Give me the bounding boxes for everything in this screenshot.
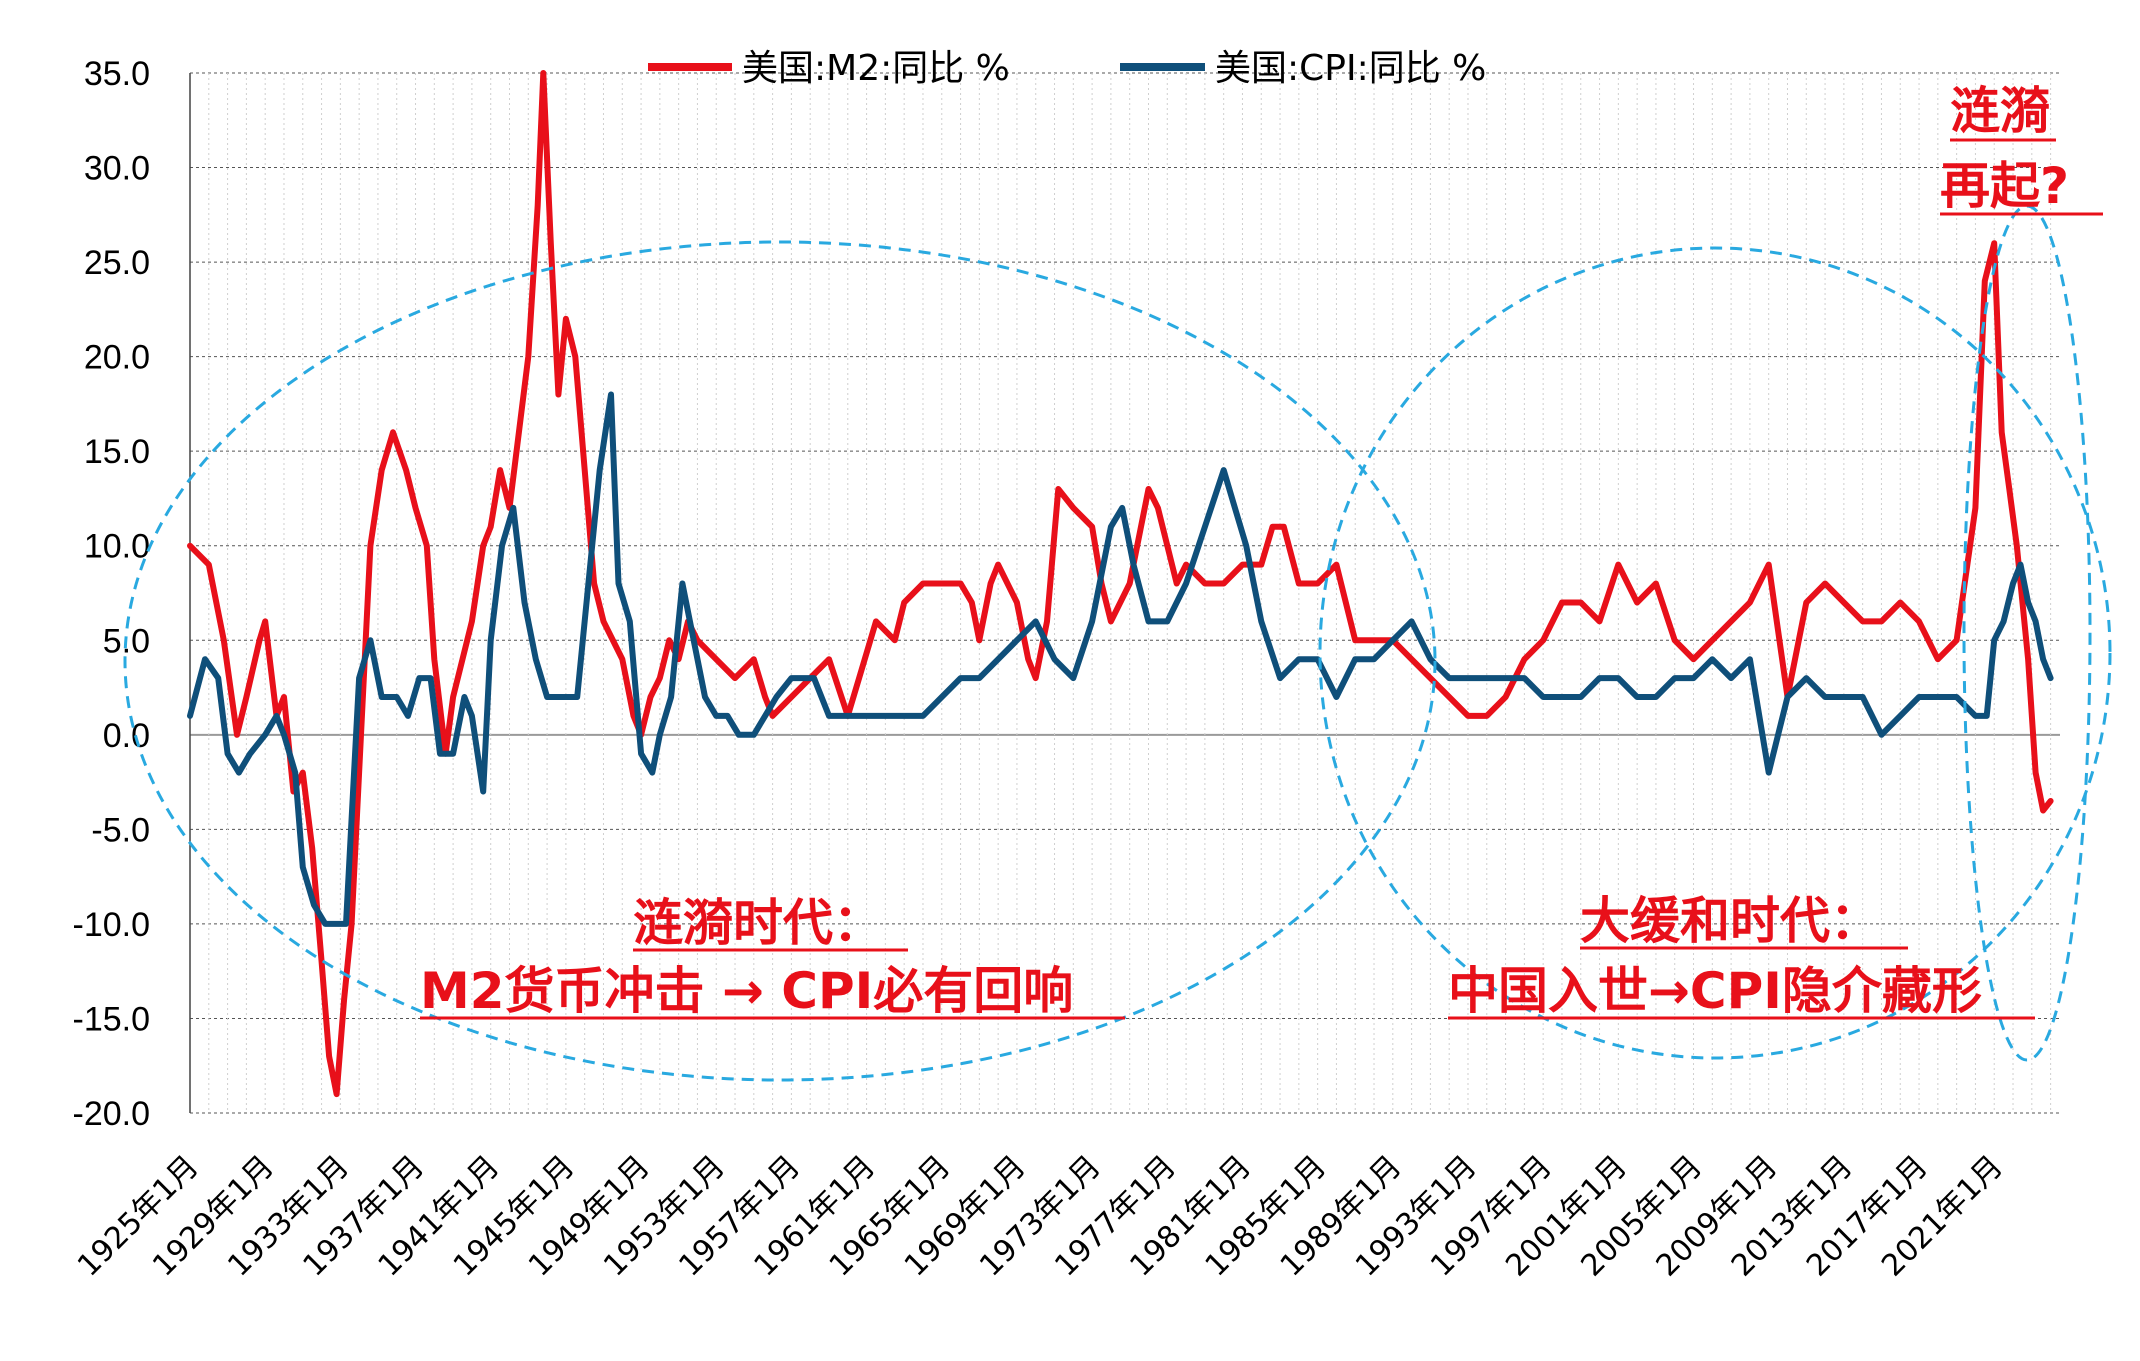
era1-ellipse xyxy=(123,240,1437,1082)
y-tick-label: -5.0 xyxy=(91,811,150,849)
era3-ellipse xyxy=(1962,204,2092,1062)
era1-title: 涟漪时代： xyxy=(633,894,883,952)
legend-cpi-label: 美国:CPI:同比 % xyxy=(1215,48,1486,89)
era2-title: 大缓和时代： xyxy=(1580,892,1880,950)
series-lines xyxy=(187,70,2054,1098)
era-ellipses xyxy=(123,204,2112,1082)
y-axis-ticks: 35.030.025.020.015.010.05.00.0-5.0-10.0-… xyxy=(73,55,151,1133)
y-tick-label: -20.0 xyxy=(73,1095,151,1133)
y-tick-label: -10.0 xyxy=(73,906,151,944)
legend: 美国:M2:同比 % 美国:CPI:同比 % xyxy=(648,48,1486,89)
y-tick-label: 30.0 xyxy=(84,150,150,188)
y-tick-label: 10.0 xyxy=(84,528,150,566)
era3-line2: 再起? xyxy=(1940,157,2069,215)
era2-ellipse xyxy=(1318,246,2112,1060)
series-line-m2 xyxy=(187,70,2054,1098)
x-axis-ticks: 1925年1月1929年1月1933年1月1937年1月1941年1月1945年… xyxy=(71,1149,2010,1284)
legend-m2-label: 美国:M2:同比 % xyxy=(742,48,1010,89)
y-tick-label: 0.0 xyxy=(103,717,150,755)
era1-subtitle: M2货币冲击 → CPI必有回响 xyxy=(420,962,1073,1020)
y-tick-label: 15.0 xyxy=(84,433,150,471)
y-tick-label: 20.0 xyxy=(84,339,150,377)
era2-subtitle: 中国入世→CPI隐介藏形 xyxy=(1448,962,1982,1020)
y-tick-label: 25.0 xyxy=(84,244,150,282)
series-line-cpi xyxy=(187,391,2054,927)
era3-line1: 涟漪 xyxy=(1950,82,2050,140)
annotations: 涟漪时代： M2货币冲击 → CPI必有回响 大缓和时代： 中国入世→CPI隐介… xyxy=(420,82,2103,1020)
grid xyxy=(189,72,2060,1114)
y-tick-label: -15.0 xyxy=(73,1000,151,1038)
y-tick-label: 35.0 xyxy=(84,55,150,93)
